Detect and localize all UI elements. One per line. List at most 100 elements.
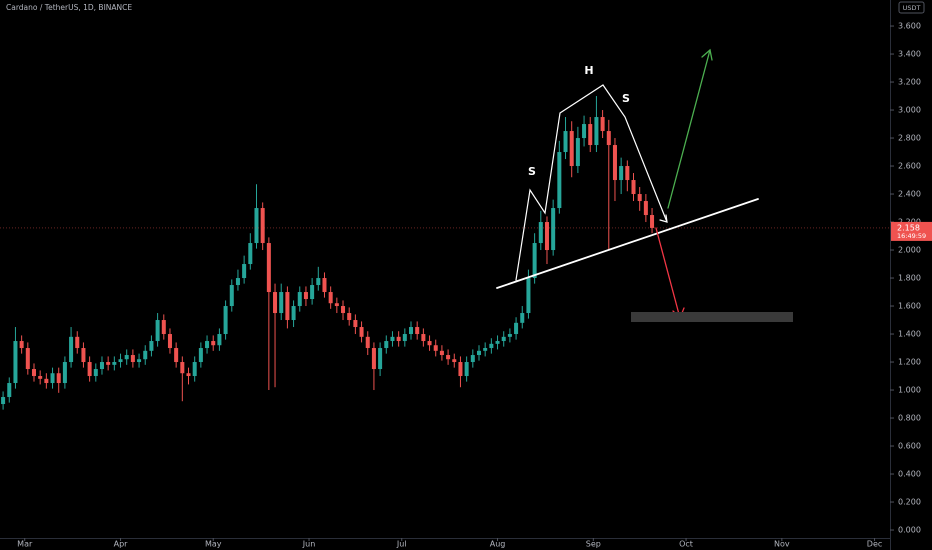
candle-body <box>643 201 648 216</box>
candle-body <box>180 362 185 374</box>
y-tick-label: 2.600 <box>898 162 921 171</box>
candle-body <box>390 336 395 342</box>
candle-body <box>81 348 86 363</box>
x-tick-label: Apr <box>114 540 129 549</box>
candle-body <box>50 373 55 384</box>
candle-body <box>1 397 6 405</box>
y-tick-label: 1.200 <box>898 358 921 367</box>
candle-body <box>106 362 111 365</box>
candle-body <box>359 327 364 337</box>
candle-body <box>371 348 376 370</box>
candle-body <box>415 327 420 335</box>
candle-body <box>112 362 117 365</box>
y-tick-label: 2.000 <box>898 246 921 255</box>
candle-body <box>7 383 12 398</box>
candle-body <box>569 131 574 167</box>
candle-body <box>99 362 104 370</box>
candle-body <box>427 341 432 346</box>
x-tick-label: Mar <box>17 540 33 549</box>
candle-body <box>19 341 24 349</box>
candle-body <box>13 341 18 384</box>
candle-body <box>341 306 346 314</box>
candle-body <box>594 117 599 146</box>
chart-title: Cardano / TetherUS, 1D, BINANCE <box>6 3 132 12</box>
unit-label: USDT <box>903 4 921 12</box>
candle-body <box>470 355 475 363</box>
candle-body <box>161 320 166 335</box>
y-tick-label: 0.000 <box>898 526 921 535</box>
candle-body <box>384 341 389 349</box>
candle-body <box>235 278 240 286</box>
candle-body <box>279 292 284 314</box>
candle-body <box>421 334 426 342</box>
plot <box>0 96 890 410</box>
x-tick-label: Dec <box>867 540 882 549</box>
bear-arrow <box>655 227 681 319</box>
candle-body <box>44 378 49 384</box>
candle-body <box>316 278 321 286</box>
candle-body <box>56 373 61 384</box>
candle-body <box>273 292 278 314</box>
candle-body <box>464 362 469 377</box>
candle-body <box>507 334 512 337</box>
candle-body <box>87 362 92 377</box>
candle-body <box>143 350 148 360</box>
candle-body <box>532 243 537 279</box>
candle-body <box>266 243 271 293</box>
candle-body <box>75 336 80 349</box>
y-tick-label: 1.600 <box>898 302 921 311</box>
candle-body <box>563 131 568 153</box>
y-tick-label: 3.400 <box>898 50 921 59</box>
drawings <box>496 48 793 322</box>
candle-body <box>62 362 67 384</box>
x-tick-label: Aug <box>490 540 506 549</box>
candle-body <box>551 208 556 251</box>
candle-body <box>396 336 401 342</box>
candle-body <box>520 313 525 323</box>
y-tick-label: 3.000 <box>898 106 921 115</box>
annotation: H <box>584 64 593 77</box>
candle-body <box>600 117 605 132</box>
x-tick-label: Jun <box>302 540 316 549</box>
candle-body <box>137 359 142 363</box>
candle-body <box>514 322 519 335</box>
bull-arrow <box>667 49 711 209</box>
candle-body <box>538 222 543 244</box>
candle-body <box>483 348 488 351</box>
candle-body <box>452 359 457 363</box>
candle-body <box>211 341 216 346</box>
candle-body <box>260 208 265 244</box>
candle-body <box>186 373 191 377</box>
candle-body <box>93 369 98 377</box>
y-tick-label: 3.600 <box>898 22 921 31</box>
candle-body <box>130 355 135 363</box>
candle-body <box>458 362 463 377</box>
candle-body <box>328 292 333 304</box>
candle-body <box>167 334 172 349</box>
candle-body <box>433 345 438 351</box>
candle-body <box>650 215 655 228</box>
candle-body <box>606 131 611 146</box>
candle-body <box>365 336 370 349</box>
candle-body <box>582 124 587 139</box>
y-tick-label: 1.000 <box>898 386 921 395</box>
candle-body <box>575 138 580 167</box>
candle-body <box>378 348 383 370</box>
annotation: S <box>622 92 630 105</box>
candle-body <box>118 359 123 363</box>
candle-body <box>69 336 74 363</box>
candle-body <box>25 348 30 370</box>
bull-arrowhead <box>701 48 713 61</box>
candle-body <box>31 369 37 377</box>
candle-body <box>205 341 210 349</box>
candle-body <box>174 348 179 363</box>
candle-body <box>619 166 624 181</box>
x-tick-label: Jul <box>396 540 407 549</box>
head-shoulders-outline <box>515 84 668 281</box>
candle-body <box>408 327 414 335</box>
candle-body <box>303 292 308 300</box>
candle-body <box>229 285 234 307</box>
x-tick-label: May <box>205 540 222 549</box>
